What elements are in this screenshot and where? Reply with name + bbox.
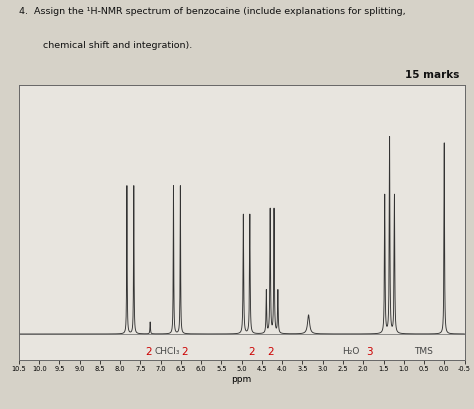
Text: 2: 2: [182, 346, 188, 356]
X-axis label: ppm: ppm: [232, 374, 252, 383]
Text: H₂O: H₂O: [342, 346, 360, 355]
Text: CHCl₃: CHCl₃: [154, 346, 180, 355]
Text: 4.  Assign the ¹H-NMR spectrum of benzocaine (include explanations for splitting: 4. Assign the ¹H-NMR spectrum of benzoca…: [19, 7, 406, 16]
Text: chemical shift and integration).: chemical shift and integration).: [43, 41, 192, 50]
Text: 2: 2: [248, 346, 255, 356]
Text: 2: 2: [267, 346, 273, 356]
Text: 3: 3: [366, 346, 373, 356]
Text: 15 marks: 15 marks: [405, 70, 460, 80]
Text: TMS: TMS: [415, 346, 433, 355]
Text: 2: 2: [145, 346, 152, 356]
